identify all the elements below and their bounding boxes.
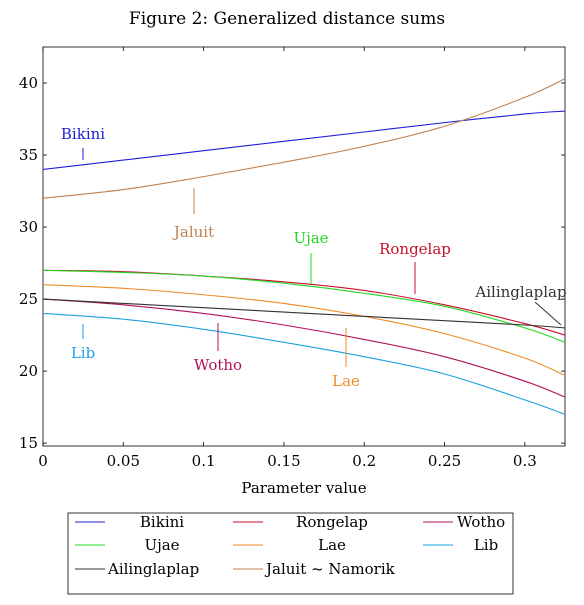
chart-title: Figure 2: Generalized distance sums [129,9,445,29]
plot-area: 0 0.05 0.1 0.15 0.2 0.25 0.3 15 20 25 30 35 40 Bikini… [19,46,567,470]
x-tick-label: 0.15 [267,452,300,470]
annotation-lib: Lib [71,344,95,362]
legend-label-lib: Lib [474,536,498,554]
series-line-lib [42,312,566,415]
annotation-jaluit: Jaluit [172,223,214,241]
x-tick-label: 0.1 [192,452,216,470]
legend-label-ujae: Ujae [144,536,179,554]
y-tick-label: 25 [19,290,38,308]
x-tick-label: 0.05 [107,452,140,470]
legend-label-ailinglaplap: Ailinglaplap [107,560,199,578]
series-line-jaluit-namorik [42,78,566,199]
legend-label-wotho: Wotho [457,513,505,531]
y-tick-label: 15 [19,434,38,452]
annotation-ailinglaplap: Ailinglaplap [474,283,566,301]
x-tick-label: 0.3 [513,452,537,470]
annotation-ujae: Ujae [293,229,328,247]
plot-frame [42,46,566,447]
legend-label-jaluit-namorik: Jaluit ~ Namorik [264,560,396,578]
y-tick-label: 20 [19,362,38,380]
legend-label-lae: Lae [318,536,346,554]
legend: Bikini Rongelap Wotho Ujae Lae Lib Ailinglapla… [67,512,514,595]
series-line-lae [42,284,566,376]
annotation-bikini: Bikini [61,125,105,143]
series-line-bikini [42,110,566,170]
series-line-ailinglaplap [42,298,566,329]
x-axis-label: Parameter value [241,479,366,497]
legend-label-rongelap: Rongelap [296,513,368,531]
series-line-rongelap [42,269,566,336]
y-tick-label: 40 [19,74,38,92]
series-line-wotho [42,298,566,398]
legend-label-bikini: Bikini [140,513,184,531]
x-tick-label: 0.2 [352,452,376,470]
y-tick-label: 30 [19,218,38,236]
x-tick-label: 0.25 [428,452,461,470]
legend-box [67,512,514,595]
x-tick-label: 0 [38,452,48,470]
y-tick-label: 35 [19,146,38,164]
annotation-lae: Lae [332,372,360,390]
annotation-pin [534,301,562,326]
annotation-wotho: Wotho [194,356,242,374]
annotation-rongelap: Rongelap [379,240,451,258]
